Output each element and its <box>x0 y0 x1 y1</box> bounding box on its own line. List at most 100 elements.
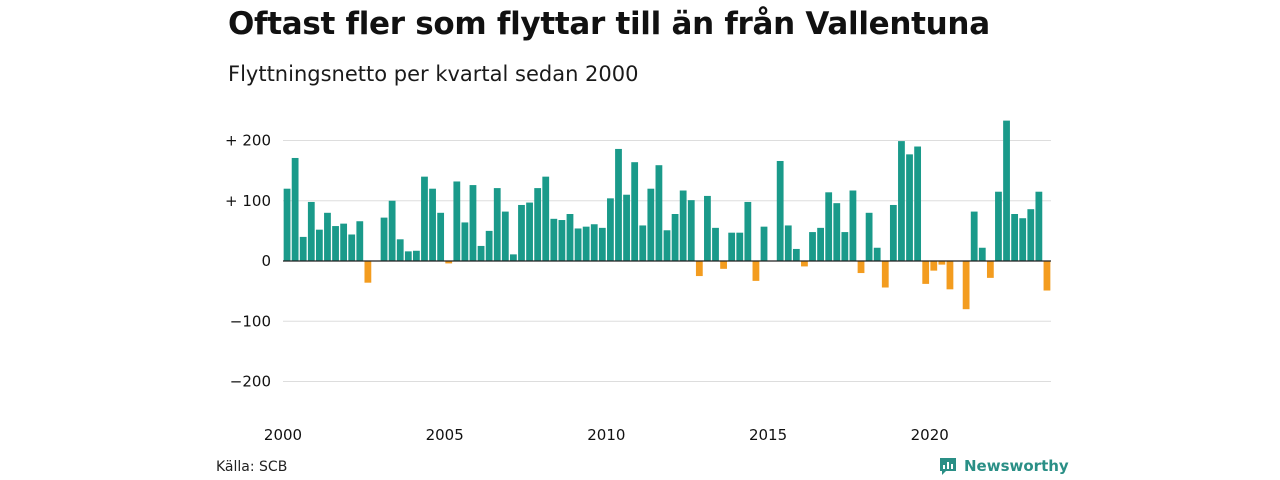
bar-92 <box>1027 209 1035 261</box>
bar-43 <box>631 162 639 261</box>
axis-layer: + 200 + 100 0 −100 −200 2000 2005 2010 2015 2020 <box>225 132 1051 444</box>
bar-70 <box>849 190 857 261</box>
bar-48 <box>671 214 679 261</box>
bar-6 <box>332 226 339 261</box>
bar-82 <box>946 261 954 290</box>
newsworthy-logo-icon <box>940 458 956 475</box>
bar-37 <box>582 226 590 261</box>
bar-23 <box>469 185 477 261</box>
x-tick-label-3: 2015 <box>749 426 787 444</box>
bar-25 <box>485 230 493 262</box>
bar-1 <box>291 157 299 261</box>
bar-33 <box>550 218 558 261</box>
bar-10 <box>364 261 372 283</box>
bar-0 <box>283 188 291 261</box>
bar-85 <box>970 211 978 261</box>
y-tick-label-0: + 200 <box>225 132 271 150</box>
bar-7 <box>340 223 348 261</box>
brand: Newsworthy <box>938 456 1069 476</box>
bar-36 <box>574 228 582 261</box>
bar-71 <box>857 261 865 274</box>
y-tick-label-4: −200 <box>230 373 271 391</box>
bar-39 <box>598 227 606 261</box>
bar-64 <box>801 261 808 267</box>
bar-75 <box>889 204 897 261</box>
bar-16 <box>412 250 420 261</box>
bar-56 <box>736 232 744 261</box>
bar-49 <box>679 190 687 261</box>
bar-81 <box>938 261 946 265</box>
bar-47 <box>663 230 671 261</box>
bar-51 <box>695 261 703 277</box>
bar-76 <box>898 141 905 261</box>
bar-58 <box>752 261 760 281</box>
bar-80 <box>930 261 938 271</box>
bar-9 <box>356 221 364 261</box>
y-tick-label-2: 0 <box>261 252 271 270</box>
bar-29 <box>518 204 525 261</box>
bar-86 <box>978 247 986 261</box>
bar-78 <box>914 146 922 261</box>
bar-4 <box>315 229 323 261</box>
bar-24 <box>477 245 485 261</box>
bar-14 <box>396 239 404 261</box>
bar-89 <box>1003 120 1010 262</box>
bar-27 <box>501 211 509 261</box>
bar-50 <box>687 200 695 261</box>
chart-subtitle: Flyttningsnetto per kvartal sedan 2000 <box>228 62 639 86</box>
bar-54 <box>720 261 727 269</box>
bar-53 <box>712 227 719 261</box>
bar-12 <box>380 217 388 261</box>
x-tick-label-2: 2010 <box>587 426 625 444</box>
bar-91 <box>1019 218 1027 261</box>
bar-21 <box>453 181 461 261</box>
bar-28 <box>510 254 517 261</box>
bar-72 <box>865 212 873 261</box>
bar-38 <box>590 224 598 261</box>
bar-8 <box>348 234 356 261</box>
bar-63 <box>792 248 800 261</box>
bar-40 <box>607 198 614 261</box>
bar-3 <box>307 201 315 261</box>
x-tick-label-1: 2005 <box>426 426 464 444</box>
bar-45 <box>647 188 655 261</box>
bar-59 <box>760 226 768 261</box>
bar-74 <box>881 261 889 288</box>
bar-90 <box>1011 214 1019 261</box>
bar-layer <box>283 120 1051 310</box>
bar-44 <box>639 225 647 261</box>
bar-31 <box>534 188 542 261</box>
bar-19 <box>437 212 445 261</box>
bar-26 <box>493 188 501 261</box>
bar-67 <box>825 192 833 261</box>
bar-93 <box>1035 191 1043 261</box>
bar-30 <box>526 202 533 261</box>
bar-61 <box>776 160 784 261</box>
bar-2 <box>299 236 307 261</box>
bar-79 <box>922 261 930 284</box>
bar-46 <box>655 165 663 261</box>
bar-20 <box>445 261 453 264</box>
y-tick-label-3: −100 <box>230 312 271 330</box>
bar-88 <box>995 191 1002 261</box>
bar-17 <box>421 176 428 261</box>
bar-73 <box>873 247 881 261</box>
bar-77 <box>906 154 913 261</box>
bar-66 <box>817 227 824 261</box>
y-tick-label-1: + 100 <box>225 192 271 210</box>
bar-22 <box>461 222 469 261</box>
x-tick-label-4: 2020 <box>911 426 949 444</box>
bar-84 <box>962 261 970 310</box>
bar-32 <box>542 176 550 261</box>
bar-5 <box>324 212 331 261</box>
chart-title: Oftast fler som flyttar till än från Val… <box>228 6 990 42</box>
bar-34 <box>558 220 566 261</box>
bar-13 <box>388 200 396 261</box>
bar-68 <box>833 203 841 261</box>
bar-69 <box>841 232 849 261</box>
source-note: Källa: SCB <box>216 459 288 475</box>
bar-18 <box>429 188 436 261</box>
bar-94 <box>1043 261 1051 291</box>
bar-65 <box>809 232 816 261</box>
bar-35 <box>566 214 574 261</box>
